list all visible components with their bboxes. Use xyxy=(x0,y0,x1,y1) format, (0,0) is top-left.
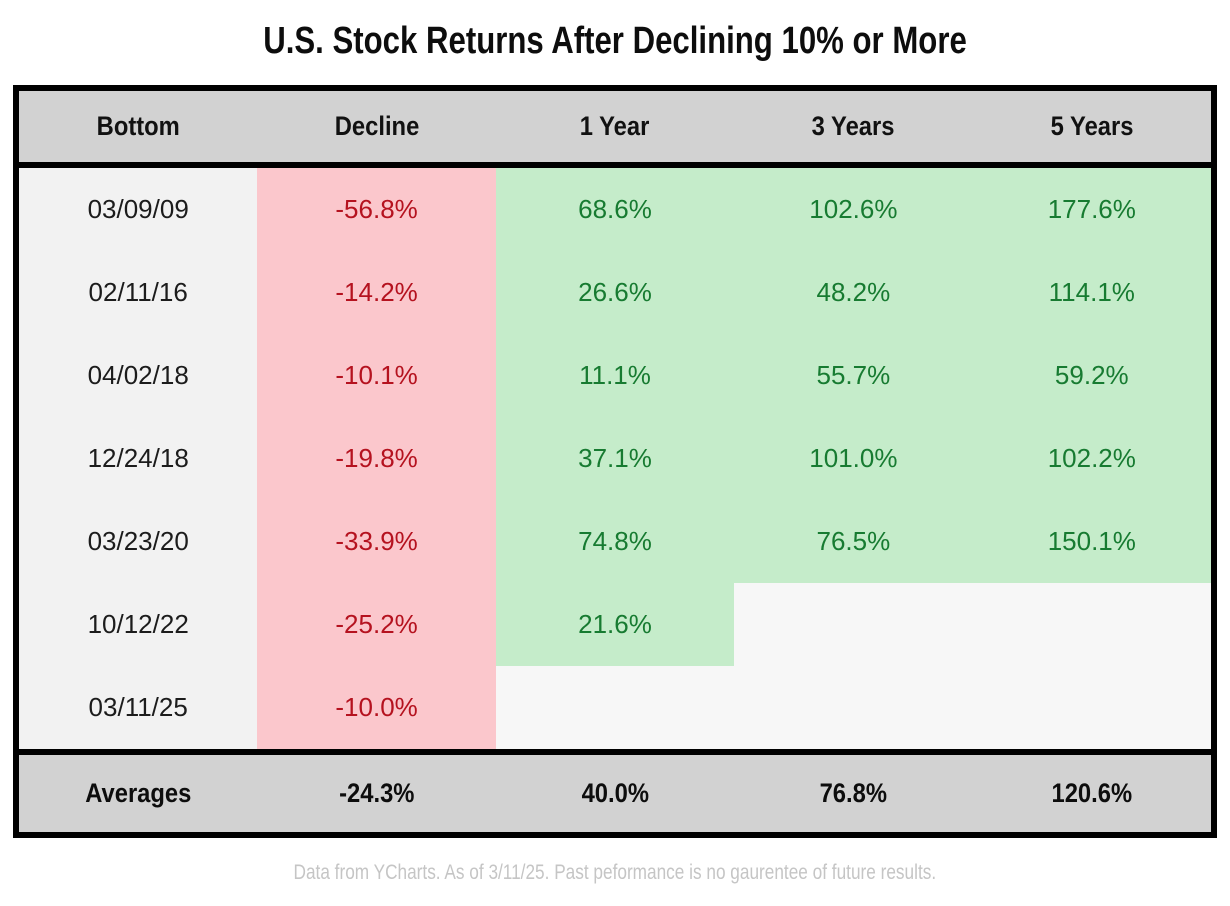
return-3yr-cell: 48.2% xyxy=(734,251,973,334)
return-1yr-cell: 21.6% xyxy=(495,583,735,666)
avg-decline-cell: -24.3% xyxy=(338,778,415,808)
bottom-date-cell: 10/12/22 xyxy=(19,583,258,666)
bottom-date-cell: 03/11/25 xyxy=(19,666,258,749)
bottom-date-cell: 04/02/18 xyxy=(19,334,258,417)
header-cell-3-years: 3 Years xyxy=(811,111,895,141)
decline-cell: -25.2% xyxy=(257,583,496,666)
footnote-text: Data from YCharts. As of 3/11/25. Past p… xyxy=(293,861,937,884)
decline-cell: -33.9% xyxy=(257,500,496,583)
return-1yr-cell: 68.6% xyxy=(495,168,735,251)
table-row: 04/02/18 -10.1% 11.1% 55.7% 59.2% xyxy=(19,334,1211,417)
avg-5yr-cell: 120.6% xyxy=(1051,778,1133,808)
return-5yr-cell: 150.1% xyxy=(972,500,1211,583)
averages-row: Averages -24.3% 40.0% 76.8% 120.6% xyxy=(19,749,1211,832)
return-3yr-cell: 76.5% xyxy=(734,500,973,583)
return-3yr-cell: 55.7% xyxy=(734,334,973,417)
return-3yr-cell: 102.6% xyxy=(734,168,973,251)
table-row: 03/23/20 -33.9% 74.8% 76.5% 150.1% xyxy=(19,500,1211,583)
return-3yr-cell xyxy=(734,666,973,749)
header-cell-decline: Decline xyxy=(334,111,419,141)
return-5yr-cell: 102.2% xyxy=(972,417,1211,500)
return-5yr-cell: 59.2% xyxy=(972,334,1211,417)
bottom-date-cell: 02/11/16 xyxy=(19,251,258,334)
page-title: U.S. Stock Returns After Declining 10% o… xyxy=(0,20,1230,63)
header-cell-1-year: 1 Year xyxy=(580,111,650,141)
return-5yr-cell: 177.6% xyxy=(972,168,1211,251)
header-cell-bottom: Bottom xyxy=(96,111,180,141)
header-cell-5-years: 5 Years xyxy=(1050,111,1134,141)
returns-table: Bottom Decline 1 Year 3 Years 5 Years 03… xyxy=(13,85,1217,838)
decline-cell: -10.0% xyxy=(257,666,496,749)
return-5yr-cell xyxy=(972,583,1211,666)
decline-cell: -19.8% xyxy=(257,417,496,500)
avg-3yr-cell: 76.8% xyxy=(819,778,888,808)
footnote: Data from YCharts. As of 3/11/25. Past p… xyxy=(0,861,1230,885)
table-row: 10/12/22 -25.2% 21.6% xyxy=(19,583,1211,666)
return-3yr-cell: 101.0% xyxy=(734,417,973,500)
averages-label: Averages xyxy=(85,778,192,808)
decline-cell: -14.2% xyxy=(257,251,496,334)
return-5yr-cell xyxy=(972,666,1211,749)
bottom-date-cell: 12/24/18 xyxy=(19,417,258,500)
return-1yr-cell: 26.6% xyxy=(495,251,735,334)
table-row: 12/24/18 -19.8% 37.1% 101.0% 102.2% xyxy=(19,417,1211,500)
bottom-date-cell: 03/23/20 xyxy=(19,500,258,583)
bottom-date-cell: 03/09/09 xyxy=(19,168,258,251)
return-1yr-cell xyxy=(495,666,735,749)
header-row: Bottom Decline 1 Year 3 Years 5 Years xyxy=(19,91,1211,168)
table-row: 02/11/16 -14.2% 26.6% 48.2% 114.1% xyxy=(19,251,1211,334)
table-row: 03/09/09 -56.8% 68.6% 102.6% 177.6% xyxy=(19,168,1211,251)
return-5yr-cell: 114.1% xyxy=(972,251,1211,334)
return-1yr-cell: 11.1% xyxy=(495,334,735,417)
page-title-text: U.S. Stock Returns After Declining 10% o… xyxy=(263,20,967,62)
decline-cell: -10.1% xyxy=(257,334,496,417)
return-1yr-cell: 74.8% xyxy=(495,500,735,583)
avg-1yr-cell: 40.0% xyxy=(581,778,649,808)
decline-cell: -56.8% xyxy=(257,168,496,251)
return-1yr-cell: 37.1% xyxy=(495,417,735,500)
return-3yr-cell xyxy=(734,583,973,666)
table-row: 03/11/25 -10.0% xyxy=(19,666,1211,749)
